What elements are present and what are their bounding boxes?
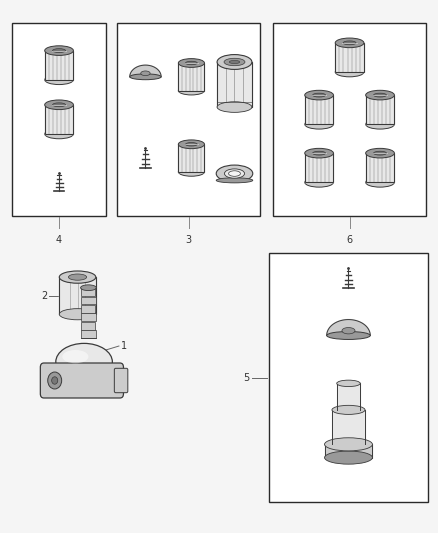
- Circle shape: [52, 377, 58, 384]
- Ellipse shape: [335, 67, 364, 77]
- Ellipse shape: [59, 309, 96, 320]
- Ellipse shape: [305, 177, 333, 187]
- Bar: [273, 22, 426, 216]
- Ellipse shape: [313, 151, 325, 155]
- Text: 5: 5: [243, 373, 250, 383]
- Ellipse shape: [217, 54, 252, 69]
- Ellipse shape: [178, 59, 205, 67]
- Ellipse shape: [68, 274, 87, 280]
- Ellipse shape: [343, 41, 356, 45]
- Bar: [305, 95, 333, 124]
- Ellipse shape: [229, 60, 240, 63]
- Text: 2: 2: [41, 290, 47, 301]
- Ellipse shape: [325, 438, 372, 451]
- Ellipse shape: [325, 451, 372, 464]
- Ellipse shape: [45, 75, 74, 85]
- Ellipse shape: [178, 86, 205, 95]
- Ellipse shape: [216, 178, 253, 183]
- Bar: [305, 153, 333, 182]
- Bar: [81, 330, 96, 338]
- Ellipse shape: [229, 171, 240, 176]
- Ellipse shape: [337, 380, 360, 386]
- Ellipse shape: [178, 140, 205, 149]
- Ellipse shape: [53, 103, 66, 107]
- Ellipse shape: [178, 167, 205, 176]
- Bar: [178, 63, 205, 91]
- Ellipse shape: [366, 119, 394, 129]
- Ellipse shape: [186, 142, 197, 146]
- Ellipse shape: [216, 165, 253, 182]
- Ellipse shape: [366, 177, 394, 187]
- Bar: [81, 288, 95, 296]
- Bar: [217, 62, 252, 107]
- Circle shape: [48, 372, 62, 389]
- Ellipse shape: [305, 90, 333, 100]
- Ellipse shape: [56, 343, 113, 381]
- Polygon shape: [130, 65, 161, 77]
- Ellipse shape: [374, 151, 386, 155]
- Ellipse shape: [335, 38, 364, 47]
- Bar: [45, 105, 74, 134]
- Text: 3: 3: [185, 235, 191, 245]
- Ellipse shape: [141, 71, 150, 76]
- Ellipse shape: [53, 49, 66, 53]
- Ellipse shape: [374, 93, 386, 97]
- Ellipse shape: [130, 74, 161, 80]
- Bar: [366, 153, 394, 182]
- Ellipse shape: [62, 350, 88, 364]
- FancyBboxPatch shape: [114, 368, 128, 393]
- Bar: [335, 43, 364, 72]
- Ellipse shape: [45, 46, 74, 55]
- Ellipse shape: [305, 119, 333, 129]
- Bar: [366, 95, 394, 124]
- Ellipse shape: [59, 271, 96, 283]
- Bar: [81, 322, 95, 330]
- Ellipse shape: [305, 148, 333, 158]
- Ellipse shape: [313, 93, 325, 97]
- Ellipse shape: [366, 90, 394, 100]
- Bar: [178, 144, 205, 172]
- Text: 6: 6: [346, 235, 353, 245]
- Bar: [12, 22, 106, 216]
- Ellipse shape: [186, 61, 197, 64]
- FancyBboxPatch shape: [40, 363, 124, 398]
- Bar: [45, 51, 74, 80]
- Ellipse shape: [217, 102, 252, 112]
- Polygon shape: [327, 320, 370, 335]
- Ellipse shape: [327, 332, 370, 340]
- Bar: [81, 313, 96, 321]
- Ellipse shape: [224, 169, 244, 178]
- Bar: [59, 277, 96, 314]
- Ellipse shape: [332, 405, 365, 414]
- Bar: [81, 297, 96, 304]
- Ellipse shape: [81, 285, 96, 290]
- Text: 1: 1: [121, 341, 127, 351]
- Ellipse shape: [342, 328, 355, 334]
- Ellipse shape: [45, 129, 74, 139]
- Bar: [117, 22, 260, 216]
- Ellipse shape: [224, 58, 245, 66]
- Text: 4: 4: [56, 235, 62, 245]
- Bar: [269, 253, 428, 503]
- Bar: [81, 305, 95, 313]
- Ellipse shape: [366, 148, 394, 158]
- Ellipse shape: [45, 100, 74, 110]
